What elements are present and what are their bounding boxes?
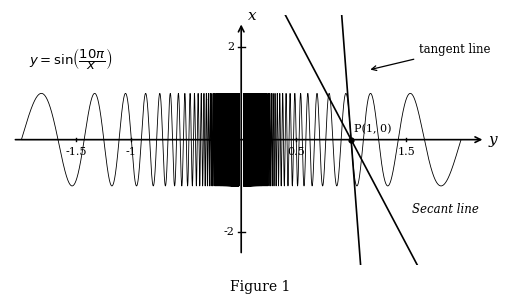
Text: -2: -2 <box>224 227 235 237</box>
Text: tangent line: tangent line <box>372 43 491 71</box>
Text: -1.5: -1.5 <box>66 147 87 157</box>
Text: -1: -1 <box>126 147 137 157</box>
Text: 2: 2 <box>227 42 235 52</box>
Text: Figure 1: Figure 1 <box>230 280 290 294</box>
Text: x: x <box>248 9 256 23</box>
Text: 1.5: 1.5 <box>397 147 415 157</box>
Text: y: y <box>488 133 497 147</box>
Text: Secant line: Secant line <box>411 203 478 216</box>
Text: P(1, 0): P(1, 0) <box>355 124 392 134</box>
Text: 0.5: 0.5 <box>287 147 305 157</box>
Text: $y = \sin\!\left(\dfrac{10\pi}{x}\right)$: $y = \sin\!\left(\dfrac{10\pi}{x}\right)… <box>29 46 112 72</box>
